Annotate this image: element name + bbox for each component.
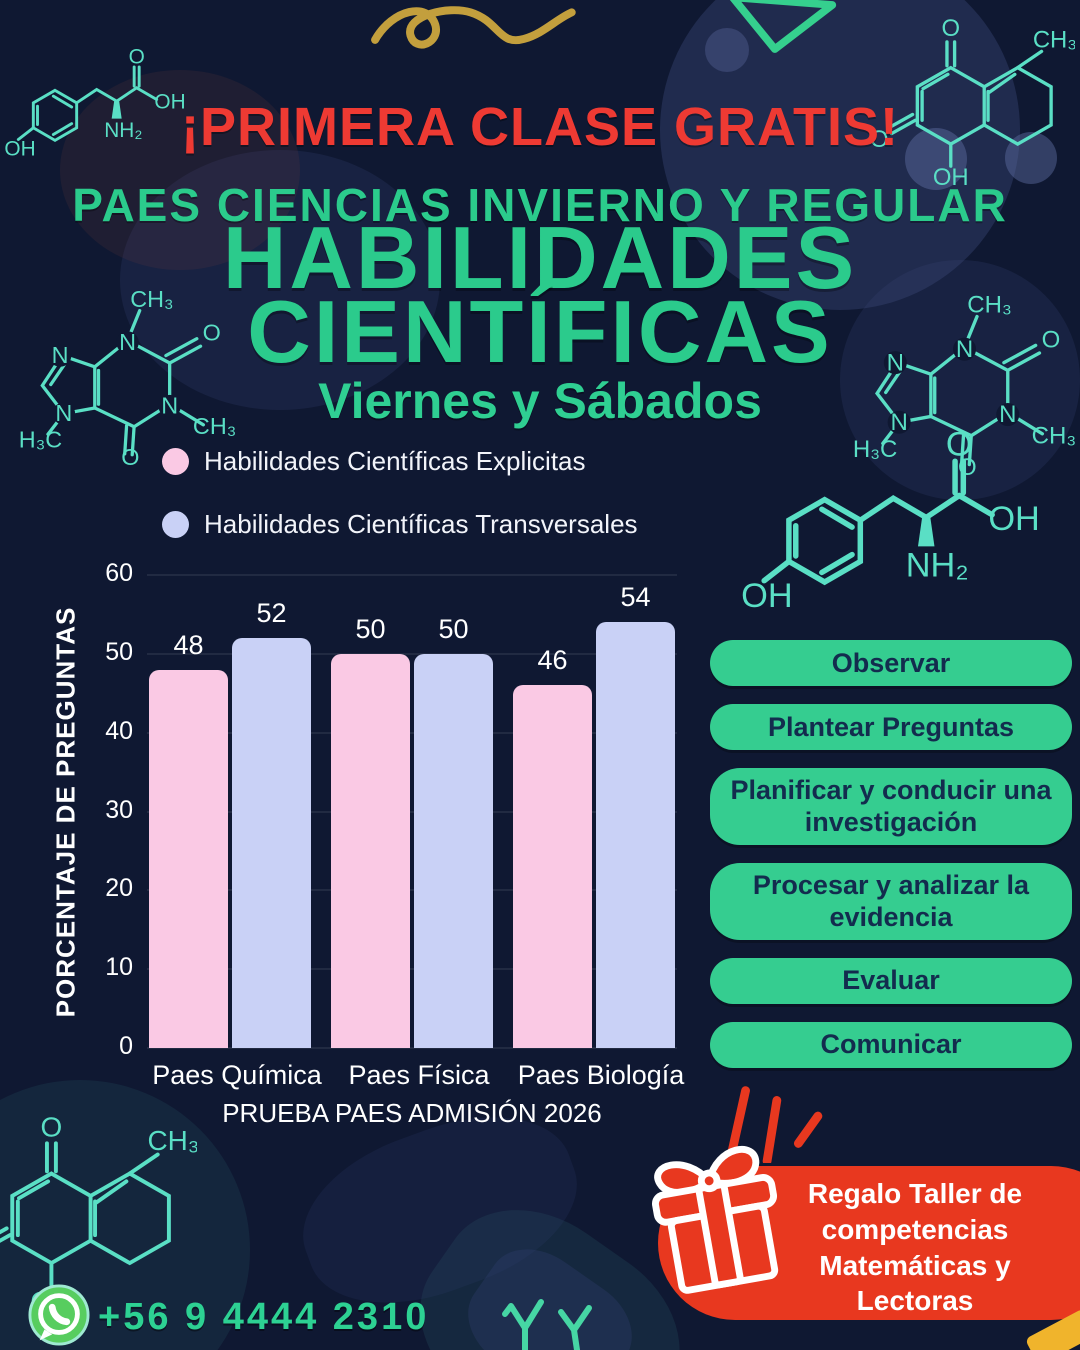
- whatsapp-icon[interactable]: [28, 1284, 90, 1346]
- program-subtitle: PAES CIENCIAS INVIERNO Y REGULAR: [72, 179, 1008, 231]
- chart-gridline: [147, 731, 677, 734]
- chart-gridline: [147, 810, 677, 813]
- bar-explicitas: [149, 669, 228, 1048]
- atom-label: OH: [742, 577, 793, 615]
- main-title-line1: HABILIDADES: [222, 208, 858, 307]
- skill-button-observar[interactable]: Observar: [710, 640, 1072, 686]
- atom-label: O: [41, 1112, 63, 1143]
- atom-label: CH₃: [147, 1125, 197, 1156]
- gift-text-line: competencias: [821, 1213, 1009, 1245]
- atom-label: H₃C: [853, 436, 897, 463]
- atom-label: H₃C: [19, 426, 62, 452]
- atom-label: O: [121, 444, 139, 467]
- atom-label: OH: [154, 91, 185, 114]
- x-axis-title: PRUEBA PAES ADMISIÓN 2026: [222, 1098, 602, 1128]
- y-tick-label: 40: [105, 716, 133, 745]
- schedule-text: Viernes y Sábados: [318, 373, 762, 429]
- bar-transversales: [232, 638, 311, 1048]
- branch-doodle: [502, 1299, 592, 1350]
- atom-label: OH: [5, 137, 36, 160]
- chart-gridline: [147, 652, 677, 655]
- y-tick-label: 10: [105, 953, 133, 982]
- skill-button-evaluar[interactable]: Evaluar: [710, 957, 1072, 1004]
- caffeine-molecule: N N N N CH₃ O CH₃ O H₃C: [19, 286, 236, 467]
- atom-label: N: [161, 393, 178, 419]
- skill-button-comunicar[interactable]: Comunicar: [710, 1021, 1072, 1068]
- bar-value-label: 52: [256, 598, 287, 629]
- chart-gridline: [147, 968, 677, 971]
- bar-explicitas: [331, 653, 410, 1048]
- x-category-label: Paes Biología: [517, 1060, 685, 1090]
- y-axis-title: PORCENTAJE DE PREGUNTAS: [50, 606, 81, 1018]
- green-triangle-decoration: [729, 0, 837, 53]
- legend-label: Habilidades Científicas Transversales: [204, 509, 638, 539]
- gift-box-icon: [652, 1145, 779, 1294]
- legend-item-transversales: Habilidades Científicas Transversales: [162, 509, 638, 540]
- y-tick-label: 30: [105, 795, 133, 824]
- gift-text-line: Matemáticas y: [819, 1249, 1011, 1281]
- bar-value-label: 50: [355, 613, 386, 644]
- atom-label: N: [52, 342, 69, 368]
- gift-text-line: Lectoras: [856, 1285, 974, 1317]
- gift-text-line: Regalo Taller de: [807, 1178, 1023, 1209]
- atom-label: O: [203, 320, 221, 346]
- y-tick-label: 60: [105, 559, 133, 587]
- bar-transversales: [414, 653, 493, 1048]
- atom-label: CH₃: [130, 286, 173, 312]
- chart-gridline: [147, 574, 677, 576]
- atom-label: N: [119, 329, 136, 355]
- skill-button-plantear-preguntas[interactable]: Plantear Preguntas: [710, 704, 1072, 750]
- atom-label: N: [55, 400, 72, 426]
- atom-label: N: [956, 336, 973, 363]
- gift-promo-text: Regalo Taller de competencias Matemática…: [770, 1176, 1060, 1319]
- atom-label: OH: [933, 164, 969, 191]
- bar-transversales: [596, 622, 675, 1048]
- gold-squiggle-decoration: [371, 6, 576, 49]
- main-title-line2: CIENTÍFICAS: [247, 282, 833, 381]
- chart-gridline: [147, 889, 677, 892]
- atom-label: CH₃: [1032, 422, 1076, 449]
- caffeine-molecule: N N N N CH₃ O CH₃ O H₃C: [853, 292, 1076, 477]
- y-tick-label: 0: [119, 1032, 133, 1060]
- atom-label: O: [129, 46, 145, 69]
- atom-label: O: [946, 426, 973, 464]
- atom-label: N: [891, 409, 908, 436]
- skill-button-planificar-investigacion[interactable]: Planificar y conducir una investigación: [710, 768, 1072, 845]
- legend-dot-lavender: [162, 511, 189, 538]
- legend-label: Habilidades Científicas Explicitas: [204, 446, 586, 476]
- atom-label: NH₂: [104, 119, 142, 142]
- bar-explicitas: [513, 685, 592, 1048]
- atom-label: O: [870, 126, 889, 153]
- atom-label: CH₃: [1033, 27, 1075, 54]
- legend-dot-pink: [162, 448, 189, 475]
- skills-button-list: Observar Plantear Preguntas Planificar y…: [710, 640, 1072, 1068]
- bar-value-label: 48: [173, 629, 204, 660]
- atom-label: O: [1042, 326, 1061, 353]
- tyrosine-molecule: O OH NH₂ OH: [5, 46, 186, 161]
- chart-gridline: [147, 1047, 677, 1049]
- bar-value-label: 54: [620, 582, 651, 613]
- bar-value-label: 50: [438, 613, 469, 644]
- atom-label: NH₂: [906, 547, 969, 585]
- atom-label: N: [999, 401, 1016, 428]
- atom-label: CH₃: [967, 292, 1011, 319]
- atom-label: O: [941, 15, 960, 42]
- atom-label: N: [887, 349, 904, 376]
- legend-item-explicitas: Habilidades Científicas Explicitas: [162, 446, 586, 477]
- atom-label: CH₃: [193, 413, 236, 439]
- x-category-label: Paes Física: [348, 1060, 490, 1090]
- y-tick-label: 50: [105, 637, 133, 666]
- skill-button-procesar-evidencia[interactable]: Procesar y analizar la evidencia: [710, 862, 1072, 940]
- bar-chart: 0 10 20 30 40 50 60 48 52 Paes Química 50 50 Paes Fí…: [105, 559, 684, 1090]
- tyrosine-molecule-large: O OH NH₂ OH: [742, 426, 1040, 615]
- free-class-title: ¡PRIMERA CLASE GRATIS!: [181, 97, 899, 157]
- x-category-label: Paes Química: [152, 1060, 322, 1090]
- quinone-molecule: O O OH CH₃: [870, 15, 1075, 191]
- y-tick-label: 20: [105, 874, 133, 903]
- atom-label: OH: [988, 500, 1040, 538]
- phone-number[interactable]: +56 9 4444 2310: [98, 1296, 430, 1338]
- bar-value-label: 46: [537, 645, 568, 676]
